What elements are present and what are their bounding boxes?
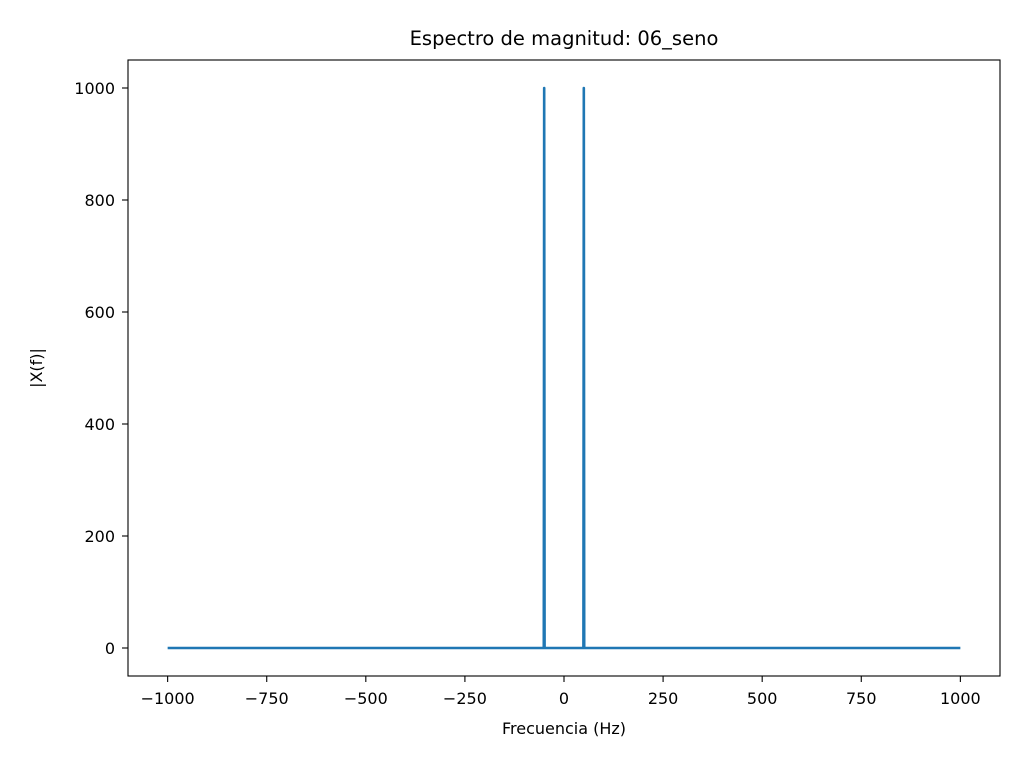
x-tick-label: 750 xyxy=(846,689,877,708)
x-tick-label: −750 xyxy=(245,689,289,708)
x-axis-ticks: −1000 −750 −500 −250 0 250 500 750 1000 xyxy=(141,676,981,708)
x-tick-label: 1000 xyxy=(940,689,981,708)
x-tick-label: 500 xyxy=(747,689,778,708)
series-line-0 xyxy=(167,86,961,650)
y-tick-label: 400 xyxy=(84,415,115,434)
x-tick-label: 250 xyxy=(648,689,679,708)
y-tick-label: 800 xyxy=(84,191,115,210)
y-tick-label: 0 xyxy=(105,639,115,658)
y-tick-label: 600 xyxy=(84,303,115,322)
y-axis-label: |X(f)| xyxy=(27,348,46,388)
x-tick-label: −1000 xyxy=(141,689,195,708)
plot-layer xyxy=(167,86,961,650)
x-tick-label: −250 xyxy=(443,689,487,708)
x-tick-label: 0 xyxy=(559,689,569,708)
chart-title: Espectro de magnitud: 06_seno xyxy=(410,27,719,50)
axes-frame xyxy=(127,59,1001,677)
y-tick-label: 200 xyxy=(84,527,115,546)
y-tick-label: 1000 xyxy=(74,79,115,98)
x-axis-label: Frecuencia (Hz) xyxy=(502,719,626,738)
x-tick-label: −500 xyxy=(344,689,388,708)
y-axis-ticks: 0 200 400 600 800 1000 xyxy=(74,79,128,658)
